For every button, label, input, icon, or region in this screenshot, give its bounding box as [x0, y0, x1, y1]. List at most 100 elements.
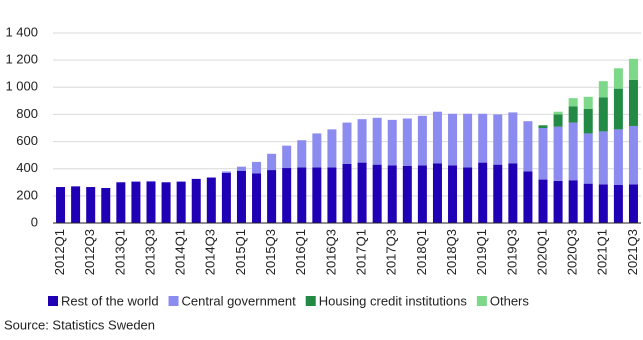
- x-tick-label: 2020Q3: [565, 229, 580, 275]
- y-tick-label: 400: [16, 160, 38, 175]
- bar-segment: [463, 167, 473, 223]
- legend-swatch: [168, 296, 179, 306]
- bar-segment: [312, 167, 322, 223]
- bar-segment: [101, 187, 111, 223]
- x-tick-label: 2015Q1: [233, 229, 248, 275]
- bar-segment: [568, 122, 578, 181]
- bar-segment: [628, 184, 638, 223]
- y-tick-label: 0: [31, 214, 38, 229]
- bar-segment: [448, 113, 458, 166]
- bar-segment: [86, 187, 96, 223]
- bar-segment: [598, 97, 608, 132]
- bar-segment: [236, 166, 246, 171]
- y-tick-label: 200: [16, 187, 38, 202]
- bar-segment: [568, 180, 578, 223]
- y-tick-label: 800: [16, 106, 38, 121]
- legend-label: Rest of the world: [61, 293, 159, 308]
- bar-segment: [297, 167, 307, 223]
- bar-segment: [553, 114, 563, 127]
- bar-segment: [116, 182, 126, 223]
- bar-segment: [493, 114, 503, 165]
- bar-segment: [402, 166, 412, 223]
- bar-segment: [327, 167, 337, 223]
- bar-segment: [146, 181, 156, 223]
- bar-segment: [372, 117, 382, 165]
- bar-segment: [598, 81, 608, 98]
- bar-segment: [252, 161, 262, 174]
- bar-segment: [523, 121, 533, 172]
- bar-segment: [357, 162, 367, 223]
- bar-segment: [342, 163, 352, 223]
- bar-segment: [508, 163, 518, 223]
- y-tick-label: 1 200: [5, 52, 38, 67]
- bar-segment: [191, 178, 201, 223]
- bar-segment: [613, 88, 623, 130]
- x-tick-label: 2021Q3: [625, 229, 640, 275]
- x-tick-label: 2016Q3: [323, 229, 338, 275]
- bar-segment: [583, 133, 593, 184]
- bar-segment: [146, 180, 156, 182]
- bar-segment: [583, 109, 593, 134]
- bar-segment: [282, 168, 292, 223]
- bar-segment: [267, 153, 277, 171]
- bar-segment: [478, 162, 488, 223]
- legend-swatch: [48, 296, 58, 306]
- bar-segment: [206, 177, 216, 223]
- x-tick-label: 2012Q3: [82, 229, 97, 275]
- x-tick-label: 2014Q1: [173, 229, 188, 275]
- bar-segment: [417, 165, 427, 223]
- bar-segment: [161, 182, 171, 223]
- bar-segment: [628, 58, 638, 80]
- bar-segment: [553, 126, 563, 181]
- bar-segment: [493, 164, 503, 223]
- bar-segment: [583, 96, 593, 109]
- bar-segment: [598, 184, 608, 223]
- legend-label: Others: [490, 293, 530, 308]
- legend-label: Central government: [182, 293, 297, 308]
- bar-segment: [236, 170, 246, 223]
- bar-segment: [297, 140, 307, 168]
- x-tick-label: 2013Q1: [112, 229, 127, 275]
- bar-segment: [538, 125, 548, 128]
- y-tick-label: 1 000: [5, 79, 38, 94]
- x-tick-label: 2015Q3: [263, 229, 278, 275]
- y-tick-label: 1 400: [5, 24, 38, 39]
- x-tick-label: 2014Q3: [203, 229, 218, 275]
- bar-segment: [252, 173, 262, 223]
- bar-segment: [538, 179, 548, 223]
- bar-segment: [402, 118, 412, 166]
- bar-segment: [613, 185, 623, 223]
- bar-segment: [131, 181, 141, 223]
- bar-segment: [613, 68, 623, 89]
- bar-segment: [613, 129, 623, 185]
- bar-segment: [478, 113, 488, 163]
- legend-swatch: [476, 296, 487, 306]
- legend-swatch: [305, 296, 316, 306]
- source-note: Source: Statistics Sweden: [4, 317, 155, 332]
- bar-segment: [221, 172, 231, 223]
- bar-segment: [71, 186, 81, 223]
- x-tick-label: 2017Q3: [384, 229, 399, 275]
- bar-segment: [387, 165, 397, 223]
- bar-segment: [342, 122, 352, 164]
- bar-segment: [553, 180, 563, 223]
- bar-segment: [312, 133, 322, 168]
- bar-segment: [508, 112, 518, 164]
- bar-segment: [538, 128, 548, 180]
- x-tick-label: 2018Q3: [444, 229, 459, 275]
- x-tick-label: 2021Q1: [595, 229, 610, 275]
- bar-segment: [372, 164, 382, 223]
- bar-segment: [628, 125, 638, 185]
- x-tick-label: 2018Q1: [414, 229, 429, 275]
- bar-segment: [568, 106, 578, 123]
- legend-label: Housing credit institutions: [319, 293, 468, 308]
- y-tick-label: 600: [16, 133, 38, 148]
- bar-segment: [357, 119, 367, 163]
- bar-segment: [282, 145, 292, 169]
- x-tick-label: 2019Q3: [504, 229, 519, 275]
- bar-segment: [267, 170, 277, 223]
- bar-segment: [327, 129, 337, 168]
- bar-segment: [387, 119, 397, 166]
- x-tick-label: 2017Q1: [354, 229, 369, 275]
